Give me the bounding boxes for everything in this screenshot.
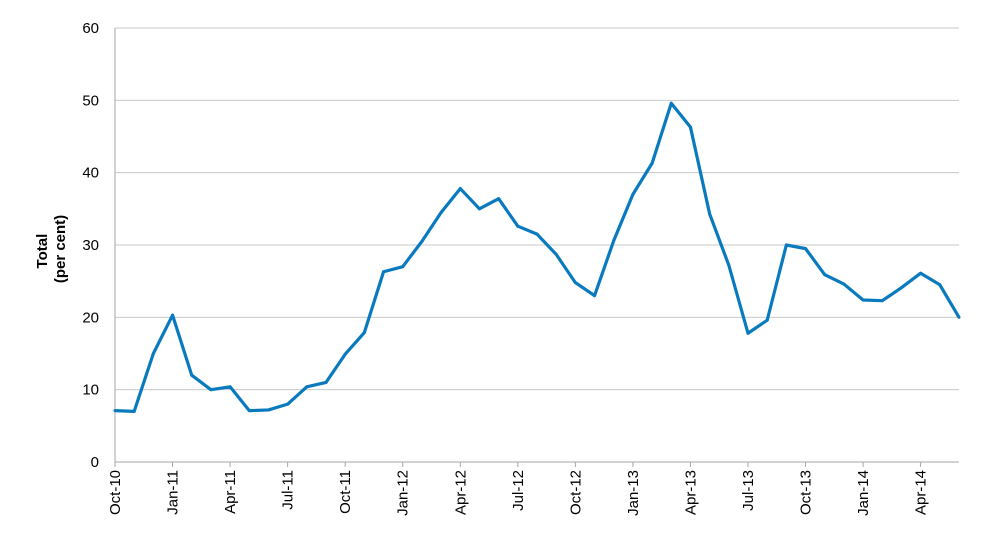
x-tick-label: Apr-14 [913,470,930,515]
y-axis-title-line-1: Total [34,234,51,269]
axes [114,28,959,463]
data-point [113,409,117,413]
x-tick-label: Oct-12 [567,470,584,515]
x-tick-label: Apr-11 [222,470,239,514]
data-point [151,352,155,355]
data-point [804,247,808,251]
x-tick-label: Jan-14 [855,470,872,516]
x-tick-label: Jan-11 [165,470,182,515]
data-point [899,286,903,290]
data-point [228,385,232,389]
data-point [132,409,136,413]
data-point [861,298,865,302]
data-point [420,239,424,243]
y-axis-title-line-2: (per cent) [52,215,69,283]
data-point [305,385,309,389]
data-point [746,331,750,335]
data-point [688,125,692,129]
y-tick-label: 10 [82,382,99,399]
y-tick-label: 50 [82,92,99,109]
x-tick-label: Jul-12 [510,470,527,511]
data-point [497,197,501,201]
data-point [362,331,366,335]
y-tick-label: 40 [82,165,99,182]
data-point [631,192,635,196]
y-axis-title: Total (per cent) [34,215,69,283]
gridlines [115,27,959,391]
data-point [708,212,712,216]
x-tick-label: Jan-13 [625,470,642,516]
data-point [247,409,251,413]
data-point [650,161,654,165]
data-point [573,281,577,285]
data-point [266,408,270,412]
data-point [382,270,386,274]
y-tick-label: 0 [91,454,99,471]
data-point [458,187,462,191]
data-point [535,232,539,236]
data-point [938,283,942,287]
series-line [114,101,961,413]
data-point [957,315,961,319]
x-tick-label: Oct-11 [337,470,354,514]
data-point [612,239,616,243]
x-tick-label: Jul-13 [740,470,757,511]
x-tick-label: Apr-13 [682,470,699,515]
x-tick-label: Apr-12 [452,470,469,515]
data-point [784,243,788,247]
y-tick-labels: 0 10 20 30 40 50 60 [82,20,99,471]
data-point [880,299,884,303]
y-tick-label: 20 [82,309,99,326]
data-point [190,373,194,377]
data-point [343,352,347,356]
data-point [593,294,597,298]
y-tick-label: 30 [82,237,99,254]
data-point [439,210,443,214]
data-point [477,207,481,211]
x-tick-labels: Oct-10 Jan-11 Apr-11 Jul-11 Oct-11 Jan-12 Apr-… [107,462,930,516]
data-point [171,313,175,317]
series-group [113,101,961,413]
data-point [669,101,673,105]
data-point [554,252,558,256]
data-point [919,271,923,275]
x-tick-label: Oct-10 [107,470,124,515]
x-tick-label: Jul-11 [280,470,297,510]
data-point [823,273,827,277]
data-point [324,380,328,384]
data-point [401,265,405,269]
data-point [842,282,846,286]
data-point [765,318,769,322]
data-point [286,402,290,406]
data-point [209,388,213,392]
x-tick-label: Jan-12 [395,470,412,516]
y-tick-label: 60 [82,20,99,37]
data-point [727,263,731,267]
data-point [516,224,520,228]
x-tick-label: Oct-13 [798,470,815,515]
